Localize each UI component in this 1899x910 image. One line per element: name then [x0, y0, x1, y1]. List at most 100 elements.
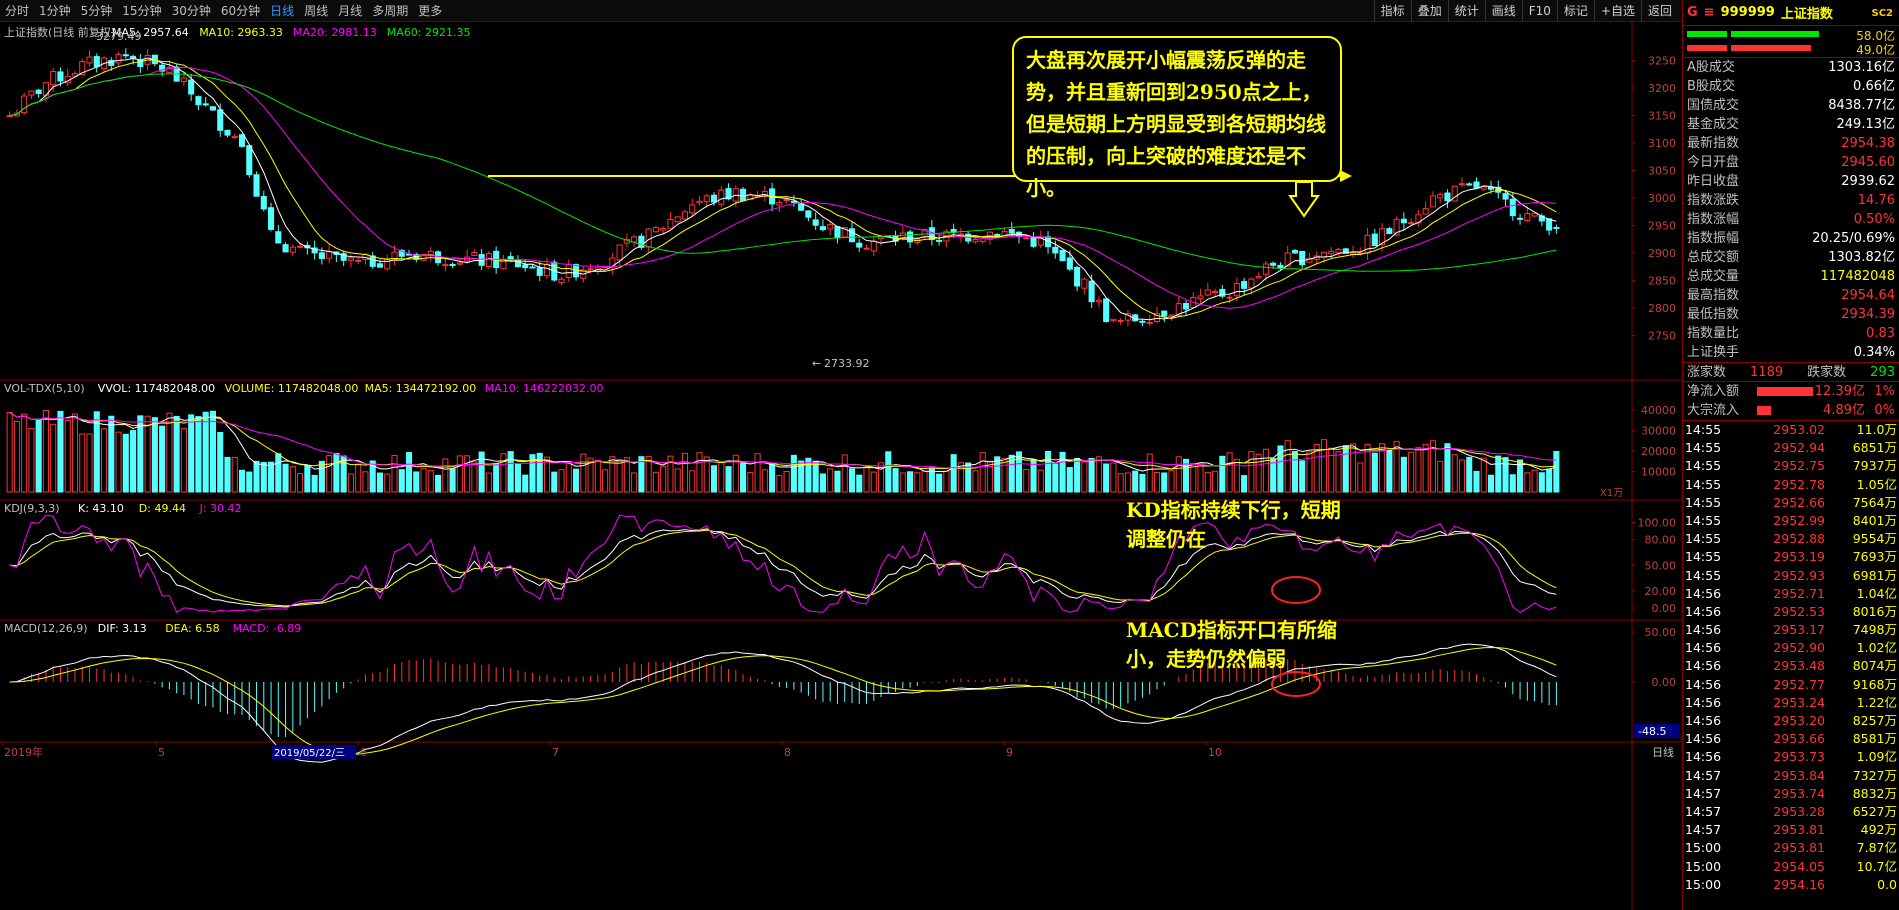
tick-list[interactable]: 14:55 2953.02 11.0万 14:55 2952.94 6851万 14:55 2… — [1683, 421, 1899, 894]
timeframe-tab[interactable]: 60分钟 — [220, 3, 261, 18]
tick-price: 2952.94 — [1773, 440, 1825, 456]
volume-bar — [376, 472, 384, 493]
stat-row: 指数涨跌 14.76 — [1683, 191, 1899, 210]
tick-price: 2952.90 — [1773, 640, 1825, 656]
candle — [1204, 289, 1211, 296]
ratio-bar-green — [1731, 31, 1819, 37]
volume-bar — [1139, 473, 1146, 493]
tool-button[interactable]: 叠加 — [1410, 0, 1448, 22]
stat-label: 上证换手 — [1687, 345, 1740, 360]
volume-bar — [638, 456, 645, 493]
candle — [260, 195, 267, 210]
candle — [1103, 298, 1110, 323]
volume-bar — [616, 458, 623, 493]
volume-bar — [827, 468, 834, 493]
volume-bar — [384, 473, 391, 493]
tool-button[interactable]: 统计 — [1447, 0, 1485, 22]
volume-bar — [914, 472, 921, 493]
ratio-value-1: 58.0亿 — [1856, 29, 1895, 43]
candle — [1139, 320, 1146, 323]
up-count-label: 涨家数 — [1687, 365, 1727, 380]
volume-bar — [1095, 456, 1102, 493]
candle — [1531, 212, 1538, 217]
volume-bar — [1335, 451, 1342, 493]
tick-row: 14:56 2953.20 8257万 — [1683, 712, 1899, 730]
stat-row: 总成交额 1303.82亿 — [1683, 248, 1899, 267]
tick-price: 2954.05 — [1773, 858, 1825, 874]
candle — [202, 103, 209, 106]
tool-button[interactable]: F10 — [1521, 0, 1557, 22]
volume-bar — [761, 469, 768, 493]
stat-value: 0.34% — [1853, 345, 1895, 360]
candle — [1422, 208, 1429, 215]
candle — [1379, 228, 1386, 246]
market-tag: SC2 — [1871, 8, 1894, 19]
timeframe-tab[interactable]: 分时 — [5, 3, 30, 18]
timeframe-tab[interactable]: 30分钟 — [171, 3, 211, 18]
dif-line — [9, 643, 1557, 763]
candle — [253, 174, 260, 197]
indicator-label: MA5: 134472192.00 — [365, 382, 477, 395]
candle — [391, 251, 398, 262]
volume-bar — [943, 470, 950, 493]
tool-button[interactable]: 画线 — [1484, 0, 1522, 22]
candle — [1291, 249, 1298, 254]
candle — [1212, 290, 1219, 294]
tick-time: 14:56 — [1685, 731, 1722, 747]
candle — [1393, 218, 1400, 236]
tick-volume: 6981万 — [1852, 567, 1897, 583]
candle — [863, 247, 870, 250]
timeframe-tab[interactable]: 多周期 — [372, 3, 409, 18]
stat-label: 指数涨跌 — [1687, 193, 1740, 208]
volume-bar — [543, 456, 551, 493]
volume-bar — [340, 455, 347, 493]
tool-button[interactable]: 指标 — [1373, 0, 1411, 22]
value-box — [1634, 724, 1680, 738]
candle — [1117, 319, 1124, 322]
candle — [456, 262, 463, 265]
volume-bar — [1371, 452, 1378, 493]
stat-label: 基金成交 — [1687, 117, 1740, 132]
timeframe-tab[interactable]: 15分钟 — [122, 3, 162, 18]
volume-bar — [1146, 453, 1153, 493]
volume-bar — [965, 462, 972, 493]
volume-bar — [645, 456, 652, 493]
volume-bar — [137, 415, 144, 493]
candle — [957, 233, 964, 236]
volume-bar — [1553, 450, 1560, 493]
tool-button[interactable]: 返回 — [1640, 0, 1678, 22]
indicator-label: DEA: 6.58 — [165, 622, 219, 635]
tick-volume: 7498万 — [1852, 622, 1897, 638]
volume-bar — [1415, 447, 1422, 493]
tick-row: 14:55 2952.78 1.05亿 — [1683, 476, 1899, 494]
arrow-right-icon — [1340, 170, 1352, 182]
tool-button[interactable]: +自选 — [1593, 0, 1641, 22]
y-tick-label: 20000 — [1641, 445, 1676, 458]
volume-bar — [231, 456, 238, 493]
y-tick-label: 3050 — [1648, 165, 1676, 178]
chart-area[interactable]: 上证指数(日线 前复权)MA5: 2957.64 MA10: 2963.33 MA2… — [0, 22, 1682, 910]
volume-bar — [217, 432, 224, 493]
kdj-panel: KDJ(9,3,3) K: 43.10 D: 49.44 J: 30.42 100.00… — [4, 502, 1676, 615]
tool-button[interactable]: 标记 — [1556, 0, 1594, 22]
timeframe-tab[interactable]: 日线 — [270, 3, 295, 18]
timeframe-tab[interactable]: 周线 — [304, 3, 329, 18]
stat-row: 最新指数 2954.38 — [1683, 134, 1899, 153]
tick-time: 14:56 — [1685, 585, 1722, 601]
volume-bar — [420, 467, 427, 493]
candle — [870, 240, 877, 252]
volume-bar — [950, 454, 957, 493]
stat-value: 20.25/0.69% — [1812, 231, 1895, 246]
menu-icon[interactable]: ≡ — [1703, 5, 1715, 20]
tick-volume: 10.7亿 — [1856, 858, 1897, 874]
tick-row: 14:56 2953.66 8581万 — [1683, 730, 1899, 748]
timeframe-tab[interactable]: 5分钟 — [80, 3, 113, 18]
timeframe-tab[interactable]: 月线 — [338, 3, 363, 18]
candle — [703, 195, 710, 203]
candle — [1400, 218, 1407, 224]
volume-bar — [275, 453, 282, 493]
stat-row: 基金成交 249.13亿 — [1683, 115, 1899, 134]
timeframe-tab[interactable]: 更多 — [418, 3, 443, 18]
candle — [1284, 252, 1291, 267]
timeframe-tab[interactable]: 1分钟 — [39, 3, 71, 18]
